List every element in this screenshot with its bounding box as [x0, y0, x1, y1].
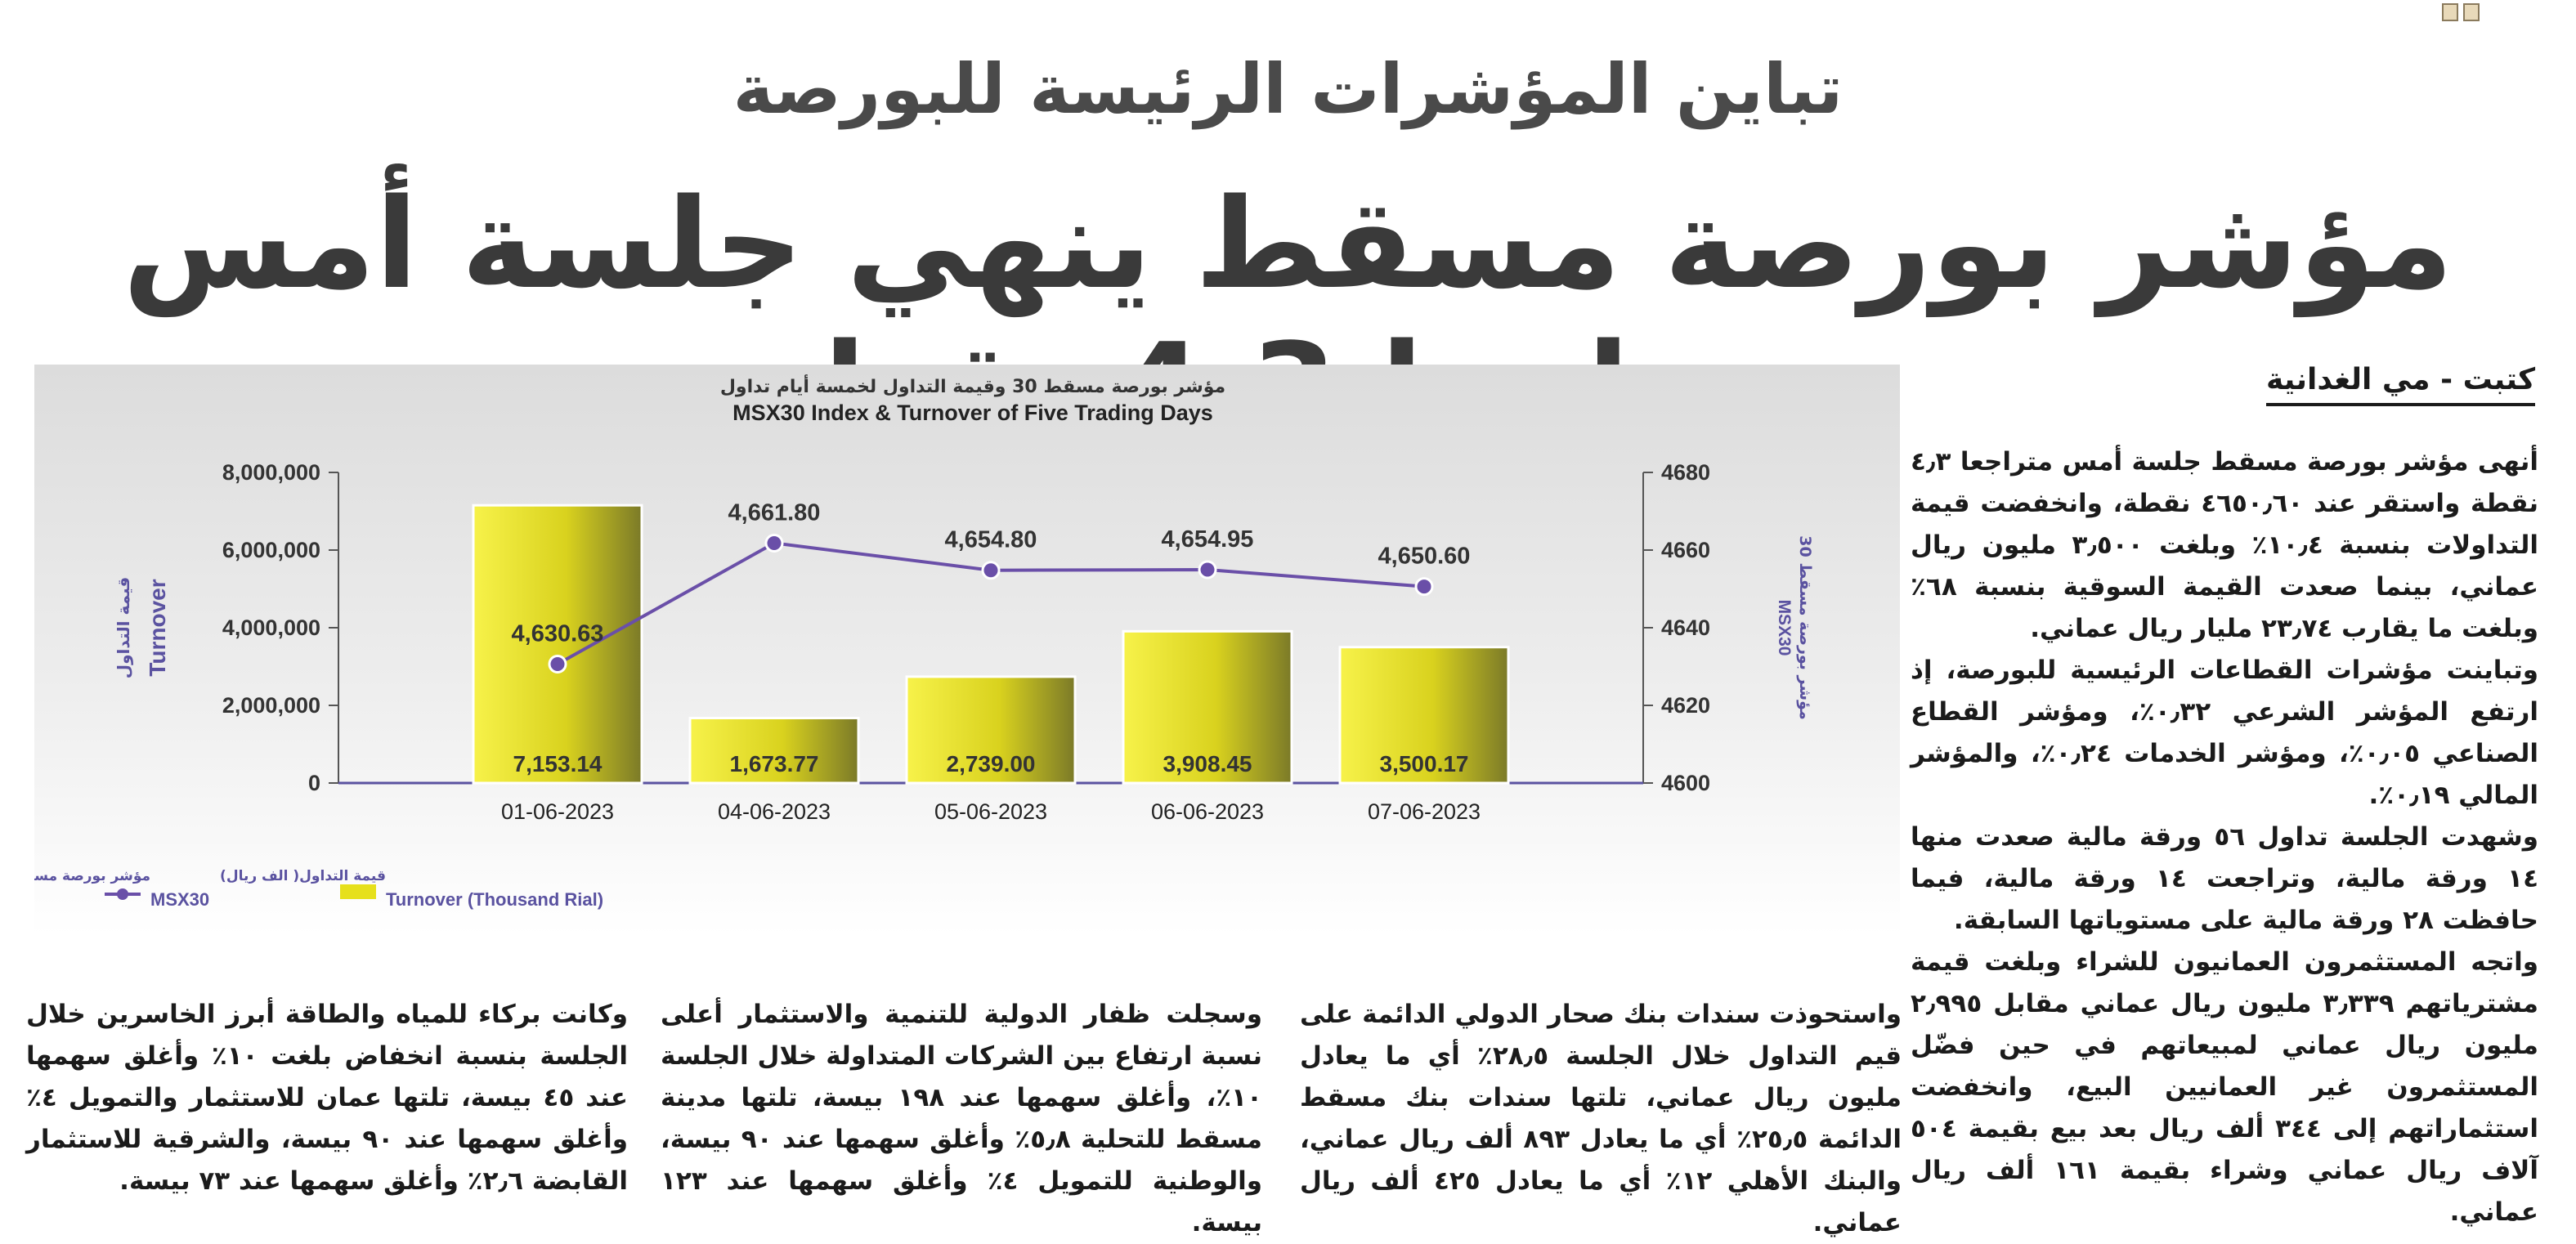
legend-msx30-swatch-marker: [117, 888, 128, 900]
msx30-point-label: 4,654.95: [1162, 526, 1254, 553]
chart-data-labels: 7,153.14 1,673.77 2,739.00 3,908.45 3,500.17…: [512, 499, 1471, 776]
turnover-bar-label: 7,153.14: [513, 751, 603, 776]
turnover-bars: [472, 503, 1510, 785]
chart-panel: مؤشر بورصة مسقط 30 وقيمة التداول لخمسة أ…: [34, 365, 1900, 935]
legend-turnover-label-ar: قيمة التداول( الف ريال): [220, 868, 386, 884]
article-column-losers: وكانت بركاء للمياه والطاقة أبرز الخاسرين…: [26, 1000, 628, 1196]
msx30-point: [548, 655, 567, 674]
article-column-bonds: واستحوذت سندات بنك صحار الدولي الدائمة ع…: [1300, 1000, 1902, 1237]
right-axis-title-en: MSX30: [1775, 600, 1794, 656]
left-axis-tick-label: 2,000,000: [222, 693, 320, 718]
turnover-bar: [688, 716, 860, 785]
turnover-bar-label: 3,500.17: [1380, 751, 1469, 776]
lead-paragraph: واتجه المستثمرون العمانيون للشراء وبلغت …: [1911, 947, 2538, 1227]
right-axis-tick-label: 4600: [1661, 771, 1710, 795]
article-byline: كتبت - مي الغدانية: [2265, 363, 2535, 406]
left-axis-title-en: Turnover: [145, 579, 170, 676]
chart-title-ar: مؤشر بورصة مسقط 30 وقيمة التداول لخمسة أ…: [720, 374, 1225, 397]
right-axis-tick-label: 4660: [1661, 538, 1710, 562]
x-axis-tick-label: 04-06-2023: [718, 799, 831, 824]
chart-legend: مؤشر بورصة مسقط 30 MSX30 قيمة التداول( ا…: [34, 868, 603, 910]
turnover-bar-label: 3,908.45: [1163, 751, 1252, 776]
left-axis-tick-label: 4,000,000: [222, 615, 320, 640]
msx30-point: [1414, 577, 1434, 597]
right-axis-title-ar: مؤشر بورصة مسقط 30: [1796, 535, 1814, 719]
turnover-bar: [905, 675, 1077, 785]
msx30-turnover-chart: مؤشر بورصة مسقط 30 وقيمة التداول لخمسة أ…: [34, 374, 1814, 910]
left-axis-tick-label: 0: [308, 771, 320, 795]
article-kicker: تباين المؤشرات الرئيسة للبورصة: [732, 49, 1844, 129]
msx30-point-label: 4,661.80: [728, 499, 821, 526]
page-corner-marker: [2442, 3, 2480, 21]
turnover-bar: [472, 503, 643, 785]
chart-axes: 0 2,000,000 4,000,000 6,000,000 8,000,000 460…: [222, 460, 1710, 824]
msx30-point-label: 4,654.80: [945, 527, 1037, 553]
lead-paragraph: وتباينت مؤشرات القطاعات الرئيسية للبورصة…: [1911, 656, 2539, 810]
lead-paragraph: وشهدت الجلسة تداول ٥٦ ورقة مالية صعدت من…: [1911, 822, 2538, 935]
turnover-bar-label: 1,673.77: [730, 751, 819, 776]
article-column-gainers: وسجلت ظفار الدولية للتنمية والاستثمار أع…: [661, 1000, 1263, 1237]
chart-title-en: MSX30 Index & Turnover of Five Trading D…: [732, 400, 1213, 425]
turnover-bar-label: 2,739.00: [947, 751, 1036, 776]
legend-msx30-label-ar: مؤشر بورصة مسقط 30: [34, 868, 150, 884]
lead-paragraph: أنهى مؤشر بورصة مسقط جلسة أمس متراجعا ٤٫…: [1911, 447, 2538, 643]
left-axis-title-ar: قيمة التداول: [114, 577, 133, 678]
msx30-point-label: 4,630.63: [512, 621, 604, 647]
article-lead-column: أنهى مؤشر بورصة مسقط جلسة أمس متراجعا ٤٫…: [1911, 441, 2538, 1233]
msx30-point-label: 4,650.60: [1378, 544, 1471, 570]
turnover-bar: [1338, 646, 1510, 785]
right-axis-tick-label: 4640: [1661, 615, 1710, 640]
right-axis-tick-label: 4680: [1661, 460, 1710, 485]
right-axis-tick-label: 4620: [1661, 693, 1710, 718]
legend-msx30-label-en: MSX30: [150, 889, 209, 910]
left-axis-tick-label: 8,000,000: [222, 460, 320, 485]
msx30-point: [1198, 560, 1217, 579]
msx30-point: [764, 533, 784, 553]
legend-turnover-swatch: [340, 884, 376, 899]
x-axis-tick-label: 05-06-2023: [934, 799, 1047, 824]
msx30-line: [548, 533, 1434, 674]
left-axis-tick-label: 6,000,000: [222, 538, 320, 562]
turnover-bar: [1122, 629, 1293, 785]
msx30-point: [981, 561, 1001, 580]
legend-turnover-label-en: Turnover (Thousand Rial): [386, 889, 603, 910]
x-axis-tick-label: 01-06-2023: [501, 799, 614, 824]
x-axis-tick-label: 07-06-2023: [1368, 799, 1481, 824]
x-axis-tick-label: 06-06-2023: [1151, 799, 1264, 824]
